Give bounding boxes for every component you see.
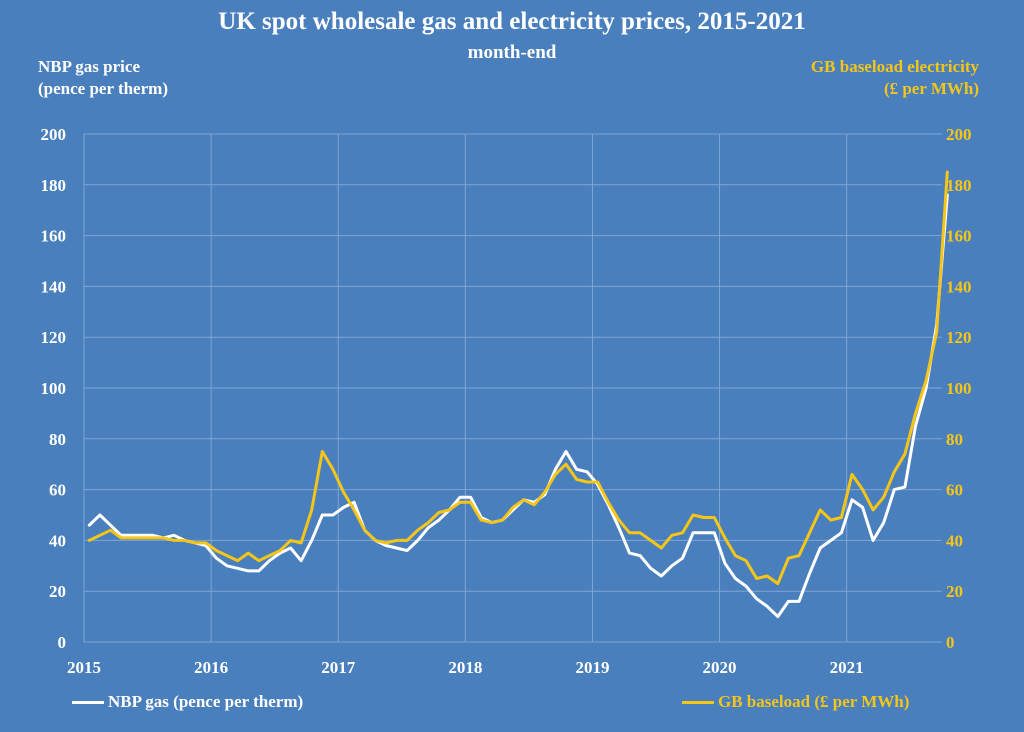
y-tick-left: 180 xyxy=(41,176,67,195)
y-tick-left: 0 xyxy=(58,633,67,652)
legend-gas-swatch xyxy=(72,700,104,704)
legend-electricity-swatch xyxy=(682,700,714,704)
legend-gas: NBP gas (pence per therm) xyxy=(72,692,303,712)
y-tick-left: 140 xyxy=(41,277,67,296)
chart-subtitle: month-end xyxy=(467,42,557,63)
y-tick-right: 180 xyxy=(946,176,972,195)
right-axis-label: GB baseload electricity (£ per MWh) xyxy=(811,56,979,100)
y-tick-left: 60 xyxy=(49,481,66,500)
y-tick-left: 200 xyxy=(41,125,67,144)
right-axis-label-line2: (£ per MWh) xyxy=(883,79,979,98)
y-tick-left: 100 xyxy=(41,379,67,398)
y-tick-right: 40 xyxy=(946,531,963,550)
y-tick-right: 60 xyxy=(946,481,963,500)
chart-title: UK spot wholesale gas and electricity pr… xyxy=(218,8,806,35)
legend-gas-label: NBP gas (pence per therm) xyxy=(108,692,304,711)
y-tick-right: 200 xyxy=(946,125,972,144)
left-axis-label-line2: (pence per therm) xyxy=(38,79,168,98)
x-tick-label: 2015 xyxy=(67,658,101,677)
x-tick-label: 2017 xyxy=(321,658,356,677)
y-tick-right: 0 xyxy=(946,633,955,652)
right-axis-label-line1: GB baseload electricity xyxy=(810,57,979,76)
y-tick-right: 140 xyxy=(946,277,972,296)
y-tick-right: 20 xyxy=(946,582,963,601)
y-tick-right: 80 xyxy=(946,430,963,449)
legend-electricity: GB baseload (£ per MWh) xyxy=(682,692,909,712)
left-axis-label-line1: NBP gas price xyxy=(38,57,140,76)
y-tick-left: 120 xyxy=(41,328,67,347)
x-tick-label: 2021 xyxy=(830,658,864,677)
gas-price-line xyxy=(87,193,949,619)
left-axis-label: NBP gas price (pence per therm) xyxy=(38,56,168,100)
x-tick-label: 2018 xyxy=(448,658,482,677)
y-tick-right: 100 xyxy=(946,379,972,398)
legend-electricity-label: GB baseload (£ per MWh) xyxy=(718,692,910,711)
x-tick-label: 2016 xyxy=(194,658,228,677)
y-tick-left: 80 xyxy=(49,430,66,449)
y-tick-right: 120 xyxy=(946,328,972,347)
x-tick-label: 2020 xyxy=(703,658,737,677)
electricity-price-line xyxy=(87,170,949,586)
x-tick-label: 2019 xyxy=(575,658,609,677)
y-tick-right: 160 xyxy=(946,227,972,246)
y-tick-left: 40 xyxy=(49,531,66,550)
y-tick-left: 20 xyxy=(49,582,66,601)
y-tick-left: 160 xyxy=(41,227,67,246)
